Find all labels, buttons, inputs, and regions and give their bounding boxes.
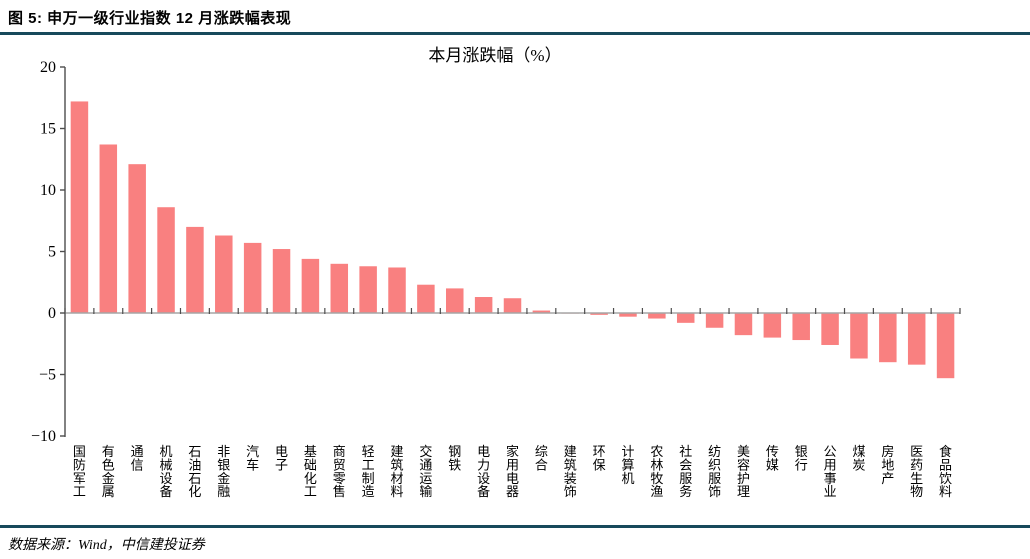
bar [474,297,493,313]
bar [70,101,89,313]
bar [157,207,175,313]
bar [734,313,753,336]
y-axis-tick-label: −10 [31,428,56,445]
category-label: 公用事业 [824,444,837,499]
bar-chart: 本月涨跌幅（%） 20 15 10 5 0 −5 −10 国防军工 有色金属 通信 机械设备 石油石化 非… [31,46,961,499]
category-label: 交通运输 [419,444,432,499]
category-label: 汽车 [246,444,259,472]
category-label: 建筑装饰 [564,444,577,499]
category-label: 有色金属 [102,444,115,499]
bar [503,298,522,313]
bar [792,313,810,341]
category-label: 传媒 [766,444,779,472]
bar [705,313,724,328]
bar [446,288,464,313]
category-label: 纺织服饰 [708,444,721,499]
category-label: 建筑材料 [391,444,404,499]
y-axis-tick-label: −5 [39,367,56,384]
bar [215,235,233,313]
category-label: 商贸零售 [333,444,346,499]
chart-title: 本月涨跌幅（%） [428,46,561,65]
category-label: 社会服务 [679,444,692,499]
bar [676,313,695,323]
y-axis-tick-label: 10 [40,182,56,199]
y-axis-tick-label: 20 [40,59,56,76]
category-label: 计算机 [621,444,634,486]
category-label: 农林牧渔 [650,444,663,499]
bar [936,313,955,379]
bar [763,313,782,338]
bar [388,267,406,313]
bar [359,266,377,313]
category-label: 机械设备 [160,444,173,499]
bar [272,249,291,313]
category-label: 美容护理 [737,444,750,499]
bar [301,258,320,313]
bar [330,263,349,313]
category-label: 电力设备 [477,444,490,499]
bar [850,313,868,359]
figure-caption: 图 5: 申万一级行业指数 12 月涨跌幅表现 [8,10,292,27]
category-label: 通信 [131,444,144,472]
footer-rule [0,525,1030,528]
category-label: 煤炭 [852,444,865,472]
category-label: 石油石化 [188,444,201,499]
y-axis-tick-label: 15 [40,121,56,138]
bar [879,313,897,363]
category-label: 综合 [535,444,548,472]
category-label: 环保 [593,444,606,472]
y-axis-tick-label: 0 [48,305,56,322]
y-axis-tick-label: 5 [48,244,56,261]
bar [243,242,262,313]
bar [648,313,666,319]
category-label: 家用电器 [506,444,519,499]
category-label: 国防军工 [73,444,86,499]
category-label: 电子 [275,444,288,472]
category-label: 医药生物 [910,444,923,499]
bar [821,313,839,345]
category-label: 轻工制造 [362,444,375,499]
bar [590,313,608,315]
category-label: 钢铁 [448,444,461,472]
category-label: 基础化工 [304,444,317,499]
category-label: 银行 [795,444,808,472]
header-rule [0,32,1030,35]
bar [417,284,435,313]
category-label: 食品饮料 [939,444,952,499]
category-label: 房地产 [881,444,894,486]
bar [532,310,551,313]
bar [128,164,146,313]
bar [907,313,926,365]
category-label: 非银金融 [217,444,230,499]
bar [99,144,118,313]
data-source-note: 数据来源：Wind，中信建投证券 [8,538,205,553]
bar [186,226,204,313]
bar [619,313,637,317]
